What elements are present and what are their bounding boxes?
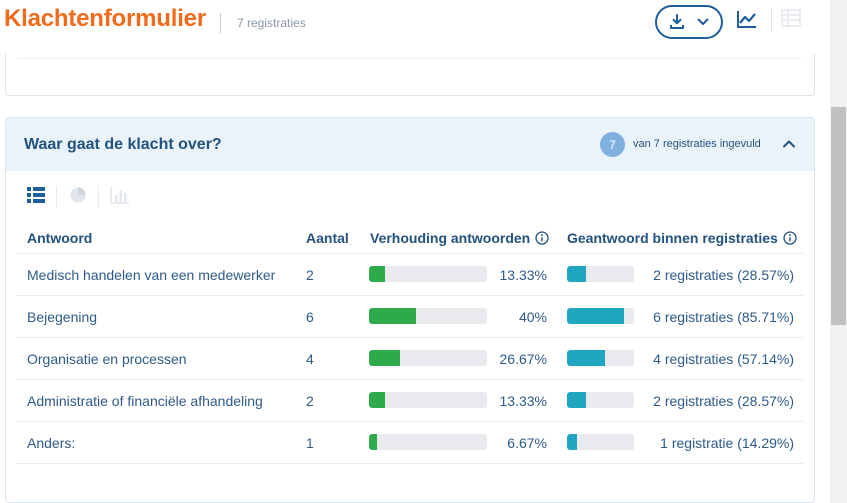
- answer-label: Anders:: [27, 435, 76, 451]
- table-view-icon[interactable]: [781, 9, 801, 27]
- line-chart-icon[interactable]: [736, 9, 758, 29]
- table-row: Administratie of financiële afhandeling …: [16, 379, 804, 421]
- answer-label: Administratie of financiële afhandeling: [27, 393, 263, 409]
- info-icon[interactable]: [783, 231, 797, 245]
- within-bar-fill: [567, 350, 606, 366]
- within-bar: [567, 392, 634, 408]
- question-card: Waar gaat de klacht over? 7 van 7 regist…: [5, 117, 815, 503]
- within-bar: [567, 350, 634, 366]
- ratio-percentage: 13.33%: [499, 267, 547, 283]
- ratio-percentage: 40%: [518, 309, 547, 325]
- column-header-ratio: Verhouding antwoorden: [370, 230, 549, 246]
- answer-count: 4: [306, 351, 314, 367]
- within-registrations: 2 registraties (28.57%): [653, 267, 794, 283]
- info-icon[interactable]: [535, 231, 549, 245]
- ratio-bar: [369, 392, 487, 408]
- ratio-percentage: 6.67%: [507, 435, 547, 451]
- scrollbar-thumb[interactable]: [831, 107, 846, 325]
- download-button[interactable]: [655, 5, 723, 39]
- ratio-percentage: 13.33%: [499, 393, 547, 409]
- ratio-bar-fill: [369, 350, 401, 366]
- ratio-bar: [369, 434, 487, 450]
- answer-label: Bejegening: [27, 309, 98, 325]
- within-registrations: 2 registraties (28.57%): [653, 393, 794, 409]
- registrations-count: 7 registraties: [237, 16, 306, 30]
- page-title: Klachtenformulier: [4, 5, 206, 32]
- title-divider: [220, 13, 221, 33]
- within-bar-fill: [567, 392, 587, 408]
- view-divider: [98, 186, 99, 208]
- within-bar: [567, 266, 634, 282]
- view-divider: [56, 186, 57, 208]
- chevron-up-icon[interactable]: [781, 136, 797, 152]
- answer-count: 6: [306, 309, 314, 325]
- column-header-count: Aantal: [306, 230, 349, 246]
- ratio-bar: [369, 266, 487, 282]
- ratio-bar-fill: [369, 308, 417, 324]
- table-row: Organisatie en processen 4 26.67% 4 regi…: [16, 337, 804, 379]
- previous-section-card: [5, 54, 815, 96]
- column-header-answer: Antwoord: [27, 230, 93, 246]
- answer-count: 1: [306, 435, 314, 451]
- ratio-bar-fill: [369, 266, 385, 282]
- table-view-icon[interactable]: [26, 186, 46, 204]
- divider: [18, 58, 802, 59]
- table-row: Medisch handelen van een medewerker 2 13…: [16, 253, 804, 295]
- card-header[interactable]: Waar gaat de klacht over? 7 van 7 regist…: [6, 118, 814, 171]
- ratio-bar-fill: [369, 434, 377, 450]
- within-registrations: 1 registratie (14.29%): [660, 435, 794, 451]
- question-title: Waar gaat de klacht over?: [24, 136, 222, 153]
- table-bottom-border: [16, 463, 804, 464]
- table-row: Bejegening 6 40% 6 registraties (85.71%): [16, 295, 804, 337]
- chevron-down-icon: [697, 18, 709, 25]
- within-bar: [567, 434, 634, 450]
- ratio-bar: [369, 350, 487, 366]
- answer-label: Medisch handelen van een medewerker: [27, 267, 276, 283]
- column-header-within: Geantwoord binnen registraties: [567, 230, 797, 246]
- within-bar: [567, 308, 634, 324]
- ratio-bar: [369, 308, 487, 324]
- ratio-percentage: 26.67%: [499, 351, 547, 367]
- within-registrations: 4 registraties (57.14%): [653, 351, 794, 367]
- page-header: Klachtenformulier 7 registraties: [0, 0, 830, 50]
- table-row: Anders: 1 6.67% 1 registratie (14.29%): [16, 421, 804, 463]
- within-bar-fill: [567, 434, 577, 450]
- filled-count-text: van 7 registraties ingevuld: [633, 138, 761, 150]
- filled-count-badge: 7: [600, 132, 625, 157]
- within-bar-fill: [567, 308, 625, 324]
- download-icon: [670, 14, 684, 29]
- pie-chart-icon[interactable]: [68, 186, 88, 204]
- answer-label: Organisatie en processen: [27, 351, 187, 367]
- ratio-bar-fill: [369, 392, 385, 408]
- header-divider: [771, 8, 772, 32]
- within-registrations: 6 registraties (85.71%): [653, 309, 794, 325]
- answer-count: 2: [306, 393, 314, 409]
- within-bar-fill: [567, 266, 587, 282]
- bar-chart-icon[interactable]: [110, 186, 130, 204]
- answer-count: 2: [306, 267, 314, 283]
